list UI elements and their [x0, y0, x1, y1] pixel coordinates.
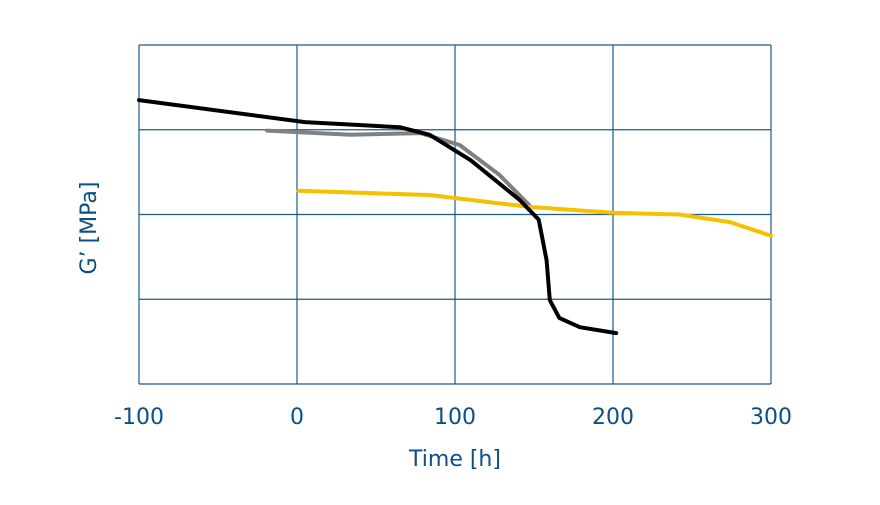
data-line — [137, 98, 619, 336]
x-tick-label: 0 — [290, 405, 304, 430]
y-axis-label: G’ [MPa] — [77, 182, 102, 275]
x-tick-label: -100 — [114, 405, 164, 430]
x-tick-label: 100 — [434, 405, 476, 430]
x-tick-label: 300 — [750, 405, 792, 430]
data-line — [296, 188, 773, 238]
x-tick-label: 200 — [592, 405, 634, 430]
x-axis-label: Time [h] — [408, 447, 501, 472]
